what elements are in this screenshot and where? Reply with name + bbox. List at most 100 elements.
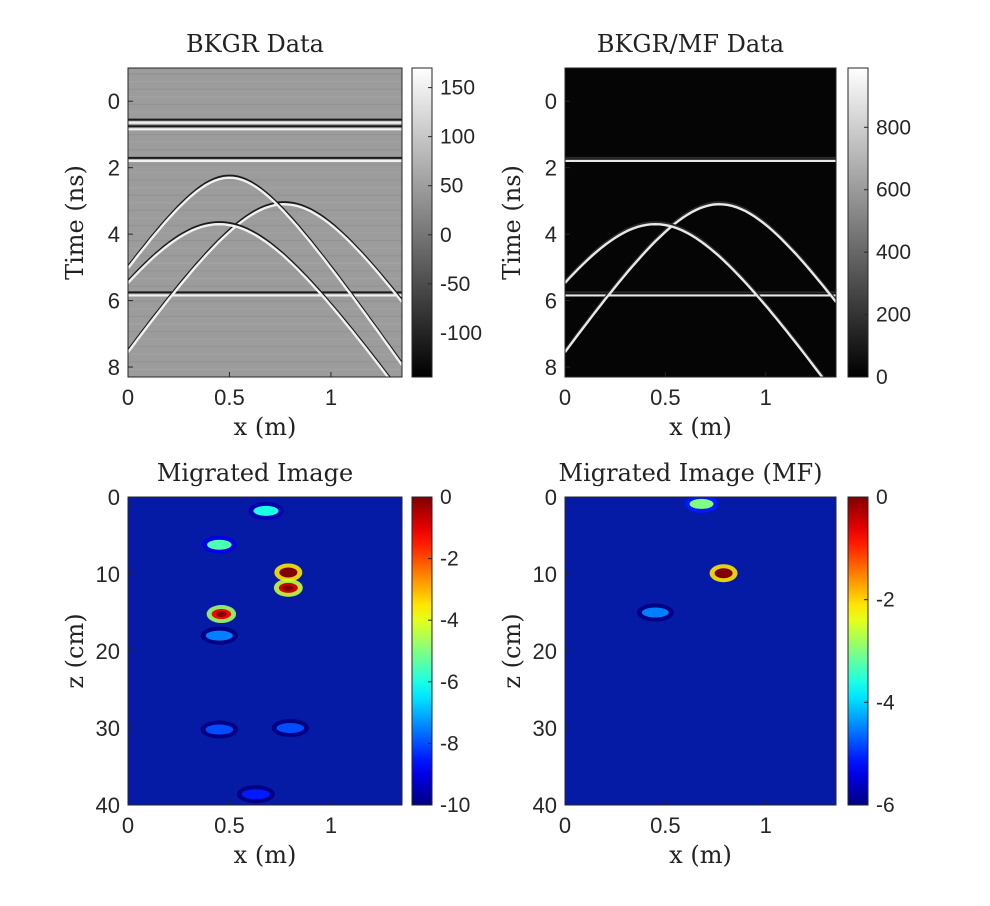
x-tick-label: 0: [122, 813, 134, 838]
colorbar-tick-label: -8: [440, 732, 459, 755]
colorbar-tick-label: 100: [440, 126, 475, 149]
colorbar-gradient: [847, 67, 869, 378]
colorbar-tick-label: -6: [876, 794, 895, 817]
plot-area: [128, 497, 402, 805]
image-background: [128, 497, 402, 805]
colorbar-gradient: [411, 67, 433, 378]
x-tick-label: 1: [760, 813, 772, 838]
colorbar-tick-label: -2: [440, 548, 459, 571]
colorbar-tick-label: -2: [876, 589, 895, 612]
x-tick-label: 0.5: [650, 385, 681, 410]
hotspot: [276, 723, 305, 733]
colorbar-tick-label: -10: [440, 794, 470, 817]
y-tick-label: 0: [108, 89, 120, 114]
colorbar-tick-label: 200: [876, 304, 911, 327]
colorbar: 800 600 400 200 0: [847, 67, 911, 389]
y-tick-label: 20: [96, 639, 120, 664]
y-tick-label: 40: [96, 793, 120, 818]
colorbar-tick-label: 0: [440, 224, 452, 247]
hyperbola-shadow: [128, 221, 391, 377]
hotspot: [241, 789, 270, 800]
hotspot: [253, 505, 279, 516]
image-background: [128, 68, 402, 377]
plot-area: [128, 68, 402, 377]
x-tick-label: 0: [559, 813, 571, 838]
x-axis-label: x (m): [234, 413, 297, 441]
y-tick-label: 30: [533, 716, 557, 741]
colorbar-gradient: [411, 496, 433, 806]
x-tick-label: 0.5: [214, 385, 245, 410]
colorbar-tick-label: 150: [440, 77, 475, 100]
colorbar: 0 -2 -4 -6 -8 -10: [411, 486, 470, 817]
x-tick-label: 1: [760, 385, 772, 410]
hyperbola-shadow: [565, 221, 825, 377]
y-tick-label: 8: [545, 355, 557, 380]
x-axis-label: x (m): [669, 841, 732, 869]
x-tick-label: 0.5: [214, 813, 245, 838]
x-tick-label: 0: [559, 385, 571, 410]
hyperbola-shadow: [128, 201, 402, 351]
colorbar-tick-label: 0: [440, 486, 452, 509]
chart-title: Migrated Image (MF): [559, 459, 823, 487]
colorbar-tick-label: -4: [440, 609, 459, 632]
image-background: [565, 68, 836, 377]
colorbar-tick-label: -6: [440, 671, 459, 694]
chart-title: BKGR Data: [186, 30, 324, 58]
y-tick-label: 10: [96, 562, 120, 587]
y-tick-label: 2: [545, 156, 557, 181]
axes-box: [564, 67, 837, 378]
hyperbola: [128, 176, 402, 366]
x-axis-label: x (m): [234, 841, 297, 869]
colorbar-tick-label: 0: [876, 486, 888, 509]
plot-area: [565, 497, 836, 805]
hyperbola: [128, 222, 390, 377]
colorbar-tick-label: -4: [876, 691, 895, 714]
y-tick-label: 20: [533, 639, 557, 664]
colorbar-tick-label: -50: [440, 273, 470, 296]
colorbar-gradient: [847, 496, 869, 806]
hotspot: [689, 498, 714, 509]
plot-area: [565, 68, 836, 377]
y-tick-label: 4: [108, 222, 120, 247]
colorbar: 0 -2 -4 -6: [847, 486, 895, 817]
hyperbola-shadow: [565, 201, 836, 351]
colorbar-tick-label: -100: [440, 322, 482, 345]
image-background: [565, 497, 836, 805]
chart-title: BKGR/MF Data: [597, 30, 784, 58]
y-tick-label: 40: [533, 793, 557, 818]
x-tick-label: 0.5: [650, 813, 681, 838]
y-axis-label: Time (ns): [61, 165, 89, 280]
hotspot-core: [283, 569, 294, 576]
y-axis-label: Time (ns): [498, 165, 526, 280]
y-tick-label: 10: [533, 562, 557, 587]
panel-1: 0 0.5 1 0 2 4 6 8 BKGR Data x (m) Time (ns) 150 100 5…: [61, 30, 482, 441]
y-tick-label: 0: [545, 485, 557, 510]
y-axis-label: z (cm): [61, 613, 89, 688]
chart-title: Migrated Image: [157, 459, 353, 487]
colorbar-tick-label: 400: [876, 241, 911, 264]
y-tick-label: 6: [108, 289, 120, 314]
hotspot: [205, 630, 233, 641]
y-tick-label: 30: [96, 716, 120, 741]
colorbar-tick-label: 800: [876, 116, 911, 139]
hyperbola: [128, 202, 402, 353]
colorbar-tick-label: 0: [876, 366, 888, 389]
x-axis-label: x (m): [669, 413, 732, 441]
y-tick-label: 0: [108, 485, 120, 510]
y-tick-label: 4: [545, 222, 557, 247]
colorbar: 150 100 50 0 -50 -100: [411, 67, 482, 378]
hotspot: [205, 724, 234, 735]
hotspot: [641, 607, 669, 618]
y-tick-label: 6: [545, 289, 557, 314]
hyperbola: [565, 202, 836, 353]
y-tick-label: 2: [108, 156, 120, 181]
hyperbola: [565, 222, 824, 377]
colorbar-tick-label: 50: [440, 175, 463, 198]
x-tick-label: 0: [122, 385, 134, 410]
hotspot-core: [283, 584, 294, 591]
axes-box: [127, 67, 403, 378]
y-tick-label: 8: [108, 355, 120, 380]
